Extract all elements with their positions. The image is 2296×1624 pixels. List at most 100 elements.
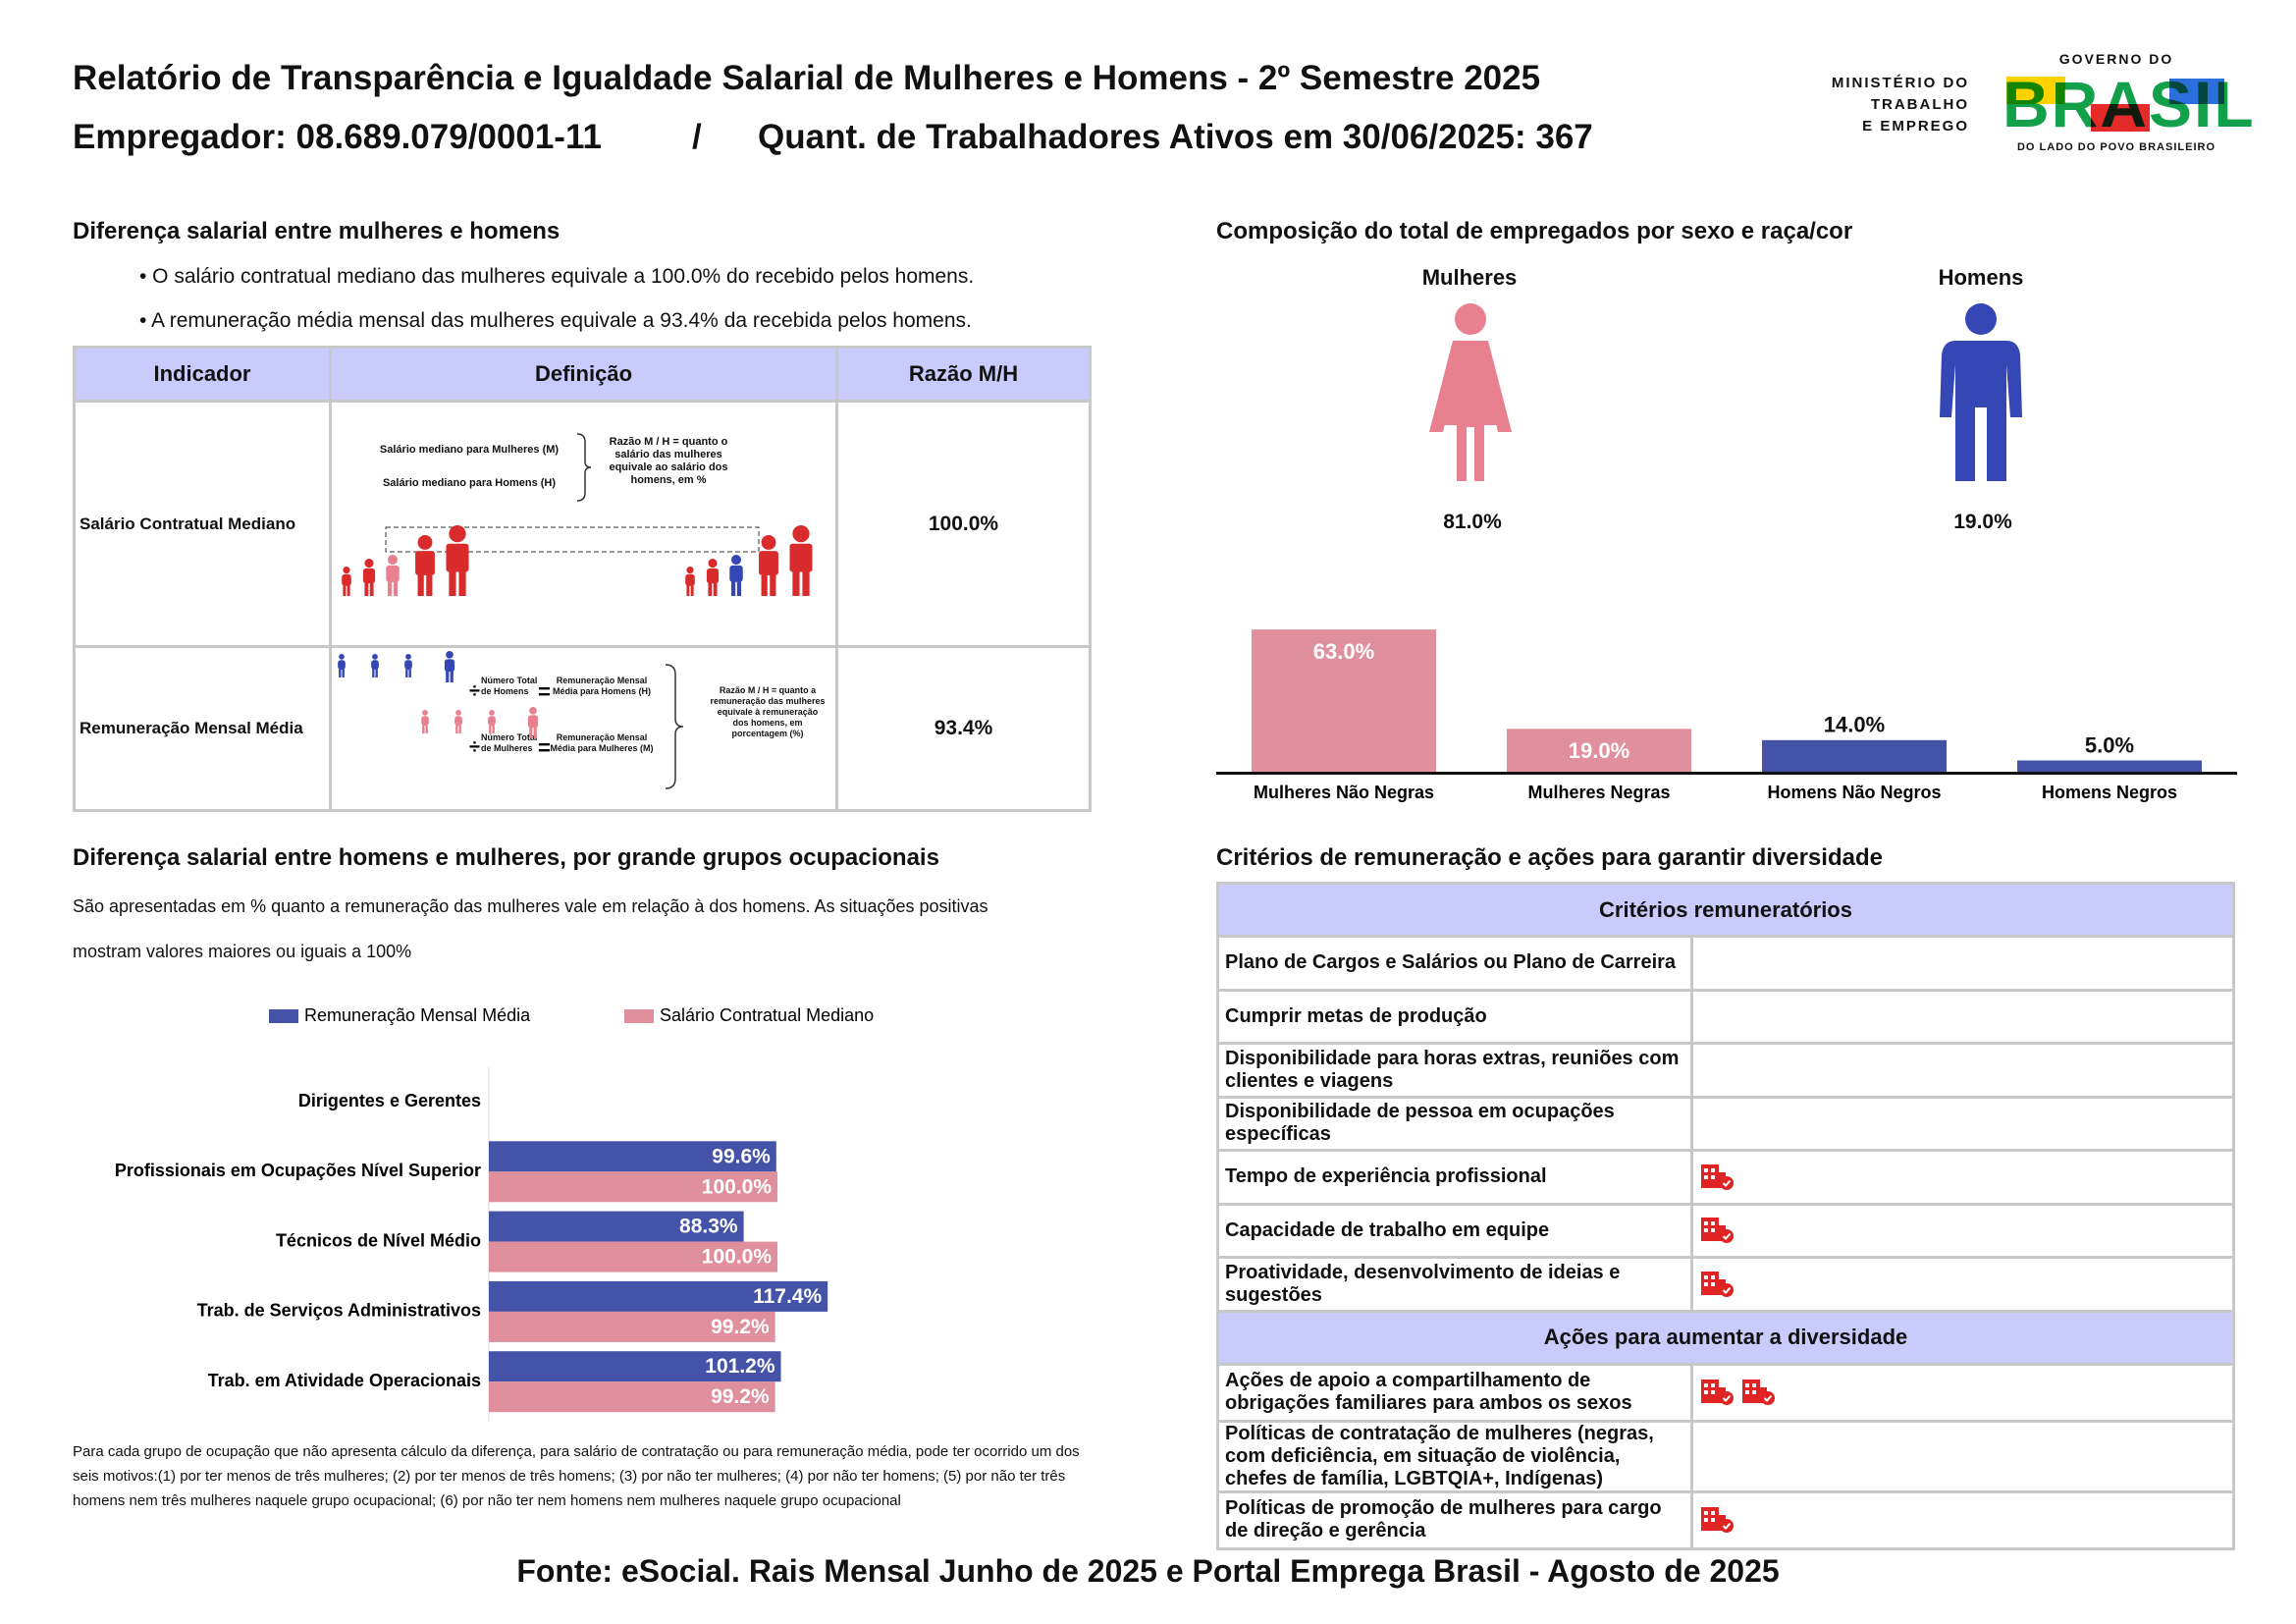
symbol: ÷ — [469, 736, 480, 758]
criteria-label: Proatividade, desenvolvimento de ideias … — [1216, 1256, 1693, 1313]
def-text: Remuneração Mensal Média para Homens (H) — [552, 675, 652, 696]
leg — [690, 584, 694, 596]
category-label: Mulheres Não Negras — [1254, 783, 1434, 802]
criteria-label: Políticas de contratação de mulheres (ne… — [1216, 1419, 1693, 1493]
leg — [736, 580, 742, 596]
head — [449, 524, 466, 542]
definition-2: Número Total de Homens Remuneração Mensa… — [332, 650, 835, 808]
section-title: Diferença salarial entre mulheres e home… — [73, 218, 561, 244]
person-icon — [386, 554, 400, 596]
criteria-label: Disponibilidade de pessoa em ocupações e… — [1216, 1095, 1693, 1152]
criteria-icons — [1690, 935, 2235, 992]
criteria-label: Capacidade de trabalho em equipe — [1216, 1202, 1693, 1259]
body — [789, 543, 813, 572]
leg — [422, 724, 425, 733]
person-icon — [342, 566, 351, 596]
bar — [489, 1311, 775, 1342]
body — [386, 565, 400, 582]
person-icon — [729, 554, 743, 596]
leg — [458, 724, 461, 733]
head — [343, 566, 350, 573]
person-icon — [415, 534, 435, 596]
person-icon — [759, 534, 778, 596]
ministry-logo: MINISTÉRIO DO TRABALHO E EMPREGO — [1767, 73, 1969, 137]
person-icon — [421, 709, 429, 733]
table-row: Políticas de contratação de mulheres (ne… — [1216, 1419, 2235, 1493]
bar — [489, 1381, 775, 1413]
title: Relatório de Transparência e Igualdade S… — [73, 59, 1541, 97]
category-label: Homens Negros — [2042, 783, 2177, 802]
bullet: • A remuneração média mensal das mulhere… — [139, 309, 972, 332]
value-label: 19.0% — [1569, 738, 1629, 763]
criteria-icons — [1690, 1256, 2235, 1313]
leg — [347, 584, 350, 596]
value-label: 88.3% — [679, 1216, 738, 1238]
value-label: 100.0% — [702, 1175, 773, 1198]
value-label: 117.4% — [753, 1285, 822, 1308]
leg — [426, 573, 433, 596]
table-row: Capacidade de trabalho em equipe — [1216, 1202, 2235, 1259]
category-label: Dirigentes e Gerentes — [298, 1091, 481, 1110]
person-icon — [362, 558, 376, 596]
leg — [364, 581, 369, 596]
body — [371, 659, 379, 670]
leg — [446, 670, 450, 682]
table-row: Ações para aumentar a diversidade — [1216, 1309, 2235, 1366]
head — [446, 650, 454, 659]
women-label: Mulheres — [1421, 265, 1518, 290]
ministry-line: TRABALHO — [1870, 96, 1969, 113]
category-label: Mulheres Negras — [1527, 783, 1670, 802]
table-row: Critérios remuneratórios — [1216, 882, 2235, 938]
bar — [489, 1280, 828, 1312]
head — [417, 534, 433, 550]
criteria-icon — [1701, 1507, 1734, 1533]
body — [446, 543, 469, 572]
table-row: Disponibilidade de pessoa em ocupações e… — [1216, 1095, 2235, 1152]
body — [685, 573, 695, 586]
occupational-chart: Remuneração Mensal Média Salário Contratu… — [115, 1005, 874, 1422]
value-label: 101.2% — [705, 1355, 775, 1378]
category-label: Trab. em Atividade Operacionais — [208, 1371, 481, 1390]
head — [455, 709, 461, 716]
note: São apresentadas em % quanto a remuneraç… — [73, 896, 988, 961]
leg — [455, 724, 458, 733]
value-label: 99.2% — [711, 1385, 770, 1408]
person-icon — [404, 653, 412, 677]
criteria-icon — [1701, 1218, 1734, 1244]
criteria-icons — [1690, 988, 2235, 1045]
table-row: Disponibilidade para horas extras, reuni… — [1216, 1042, 2235, 1099]
head — [708, 558, 718, 568]
ministry-line: E EMPREGO — [1862, 118, 1969, 135]
table-header: Indicador — [73, 346, 332, 403]
leg — [369, 581, 374, 596]
leg — [393, 580, 399, 596]
gov-main: BRASIL — [2002, 68, 2256, 140]
leg — [449, 569, 456, 596]
illustration — [342, 432, 813, 596]
criteria-label: Disponibilidade para horas extras, reuni… — [1216, 1042, 1693, 1099]
leg — [342, 668, 345, 677]
leg — [770, 573, 776, 596]
section-title: Diferença salarial entre homens e mulher… — [73, 844, 939, 871]
value-label: 5.0% — [2085, 732, 2134, 757]
dashed-box — [385, 526, 760, 552]
person-icon — [685, 566, 695, 596]
table-row: Ações de apoio a compartilhamento de obr… — [1216, 1362, 2235, 1423]
leg — [713, 581, 718, 596]
def-text: Remuneração Mensal Média para Mulheres (… — [550, 731, 654, 753]
criteria-icon — [1701, 1271, 1734, 1297]
section-title: Critérios de remuneração e ações para ga… — [1216, 844, 1883, 871]
criteria-icons — [1690, 1202, 2235, 1259]
criteria-icon — [1742, 1380, 1775, 1405]
leg — [533, 726, 537, 738]
separator: / — [692, 118, 702, 156]
person-icon — [527, 706, 539, 738]
head — [730, 554, 742, 565]
leg — [761, 573, 768, 596]
gov-top: GOVERNO DO — [2058, 51, 2174, 67]
legend-swatch — [624, 1009, 654, 1023]
criteria-label: Plano de Cargos e Salários ou Plano de C… — [1216, 935, 1693, 992]
leg — [405, 668, 408, 677]
gov-bottom: DO LADO DO POVO BRASILEIRO — [2016, 141, 2216, 153]
definition-cell: Número Total de Homens Remuneração Mensa… — [329, 645, 838, 812]
